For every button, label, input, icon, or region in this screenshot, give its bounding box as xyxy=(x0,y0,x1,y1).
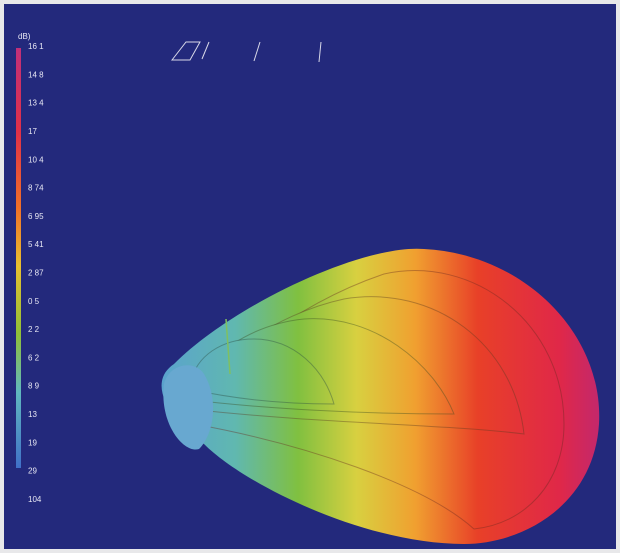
colorbar-label: 14 8 xyxy=(28,70,44,79)
colorbar-label: 6 2 xyxy=(28,353,40,362)
colorbar-label: 17 xyxy=(28,127,37,136)
colorbar-label: 29 xyxy=(28,467,37,476)
radiation-pattern xyxy=(161,248,600,544)
colorbar-label: 5 41 xyxy=(28,240,44,249)
colorbar-label: 8 74 xyxy=(28,184,44,193)
colorbar-label: 8 9 xyxy=(28,382,40,391)
colorbar-label: 2 87 xyxy=(28,269,44,278)
pattern-view: dB) 16 1 14 8 13 4 17 10 4 8 74 6 95 5 41 2 87 0 … xyxy=(4,4,616,549)
colorbar-label: 19 xyxy=(28,438,37,447)
colorbar-label: 10 4 xyxy=(28,155,44,164)
colorbar xyxy=(16,48,21,468)
colorbar-label: 6 95 xyxy=(28,212,44,221)
colorbar-label: 13 xyxy=(28,410,37,419)
colorbar-label: 2 2 xyxy=(28,325,40,334)
axis-marks xyxy=(170,41,322,63)
colorbar-label: 0 5 xyxy=(28,297,40,306)
colorbar-label: 13 4 xyxy=(28,99,44,108)
colorbar-label: 16 1 xyxy=(28,42,44,51)
colorbar-label: 104 xyxy=(28,495,42,504)
colorbar-labels: 16 1 14 8 13 4 17 10 4 8 74 6 95 5 41 2 87 0 5 2 2… xyxy=(28,42,44,504)
colorbar-title: dB) xyxy=(18,32,31,41)
